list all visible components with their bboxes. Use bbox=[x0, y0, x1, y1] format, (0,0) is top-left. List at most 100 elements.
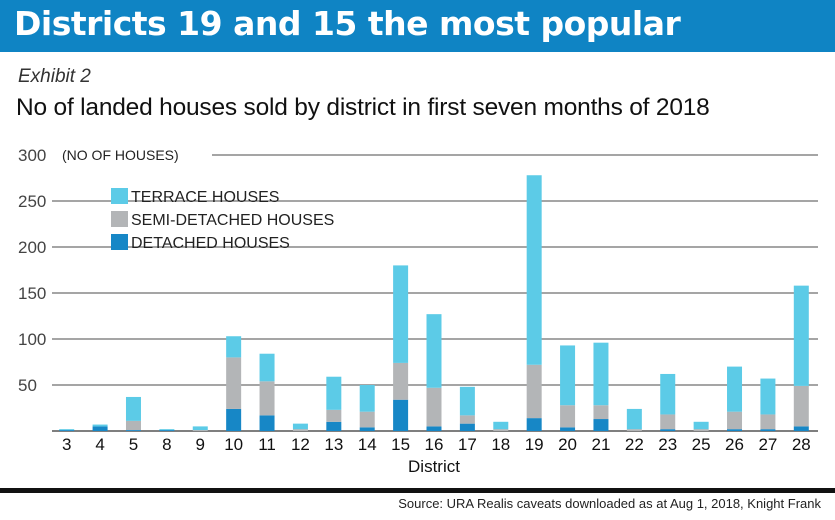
bar-terrace-houses-21 bbox=[593, 342, 609, 406]
y-tick-label: 50 bbox=[18, 376, 37, 395]
x-tick-label: 25 bbox=[692, 435, 711, 454]
footer-rule bbox=[0, 488, 835, 493]
bar-detached-houses-5 bbox=[125, 430, 141, 431]
bar-detached-houses-20 bbox=[560, 427, 576, 431]
x-axis-label: District bbox=[408, 457, 460, 476]
bar-semi-detached-houses-26 bbox=[727, 411, 743, 430]
x-tick-label: 13 bbox=[324, 435, 343, 454]
bar-detached-houses-19 bbox=[526, 418, 542, 431]
x-tick-label: 26 bbox=[725, 435, 744, 454]
y-tick-label: 300 bbox=[18, 146, 46, 165]
x-tick-label: 8 bbox=[162, 435, 171, 454]
bar-detached-houses-11 bbox=[259, 415, 275, 431]
bar-semi-detached-houses-18 bbox=[493, 429, 509, 431]
x-tick-label: 9 bbox=[196, 435, 205, 454]
bar-terrace-houses-12 bbox=[292, 423, 308, 430]
bar-semi-detached-houses-5 bbox=[125, 420, 141, 431]
bar-detached-houses-15 bbox=[393, 399, 409, 431]
bar-terrace-houses-15 bbox=[393, 265, 409, 363]
bar-semi-detached-houses-19 bbox=[526, 364, 542, 419]
legend-label: SEMI-DETACHED HOUSES bbox=[131, 212, 334, 229]
bar-semi-detached-houses-13 bbox=[326, 409, 342, 422]
bar-terrace-houses-11 bbox=[259, 353, 275, 382]
x-tick-label: 3 bbox=[62, 435, 71, 454]
x-tick-label: 28 bbox=[792, 435, 811, 454]
x-tick-label: 20 bbox=[558, 435, 577, 454]
bar-semi-detached-houses-16 bbox=[426, 387, 442, 427]
bar-detached-houses-10 bbox=[226, 408, 242, 431]
legend-label: TERRACE HOUSES bbox=[131, 189, 279, 206]
bar-terrace-houses-19 bbox=[526, 175, 542, 365]
bar-semi-detached-houses-9 bbox=[192, 430, 208, 431]
x-tick-label: 21 bbox=[591, 435, 610, 454]
x-tick-label: 16 bbox=[425, 435, 444, 454]
y-tick-label: 100 bbox=[18, 330, 46, 349]
y-tick-label: 250 bbox=[18, 192, 46, 211]
bar-terrace-houses-16 bbox=[426, 314, 442, 388]
bar-detached-houses-8 bbox=[159, 430, 175, 431]
bar-semi-detached-houses-22 bbox=[626, 429, 642, 431]
x-tick-label: 22 bbox=[625, 435, 644, 454]
bar-terrace-houses-26 bbox=[727, 366, 743, 412]
legend-label: DETACHED HOUSES bbox=[131, 235, 290, 252]
bar-semi-detached-houses-21 bbox=[593, 405, 609, 420]
exhibit-label: Exhibit 2 bbox=[18, 66, 91, 87]
bar-semi-detached-houses-15 bbox=[393, 362, 409, 400]
x-tick-label: 15 bbox=[391, 435, 410, 454]
x-tick-label: 5 bbox=[129, 435, 138, 454]
x-tick-label: 11 bbox=[258, 435, 276, 454]
bar-detached-houses-13 bbox=[326, 421, 342, 431]
header-banner: Districts 19 and 15 the most popular bbox=[0, 0, 835, 52]
bar-terrace-houses-8 bbox=[159, 429, 175, 431]
x-tick-label: 14 bbox=[358, 435, 377, 454]
bar-terrace-houses-10 bbox=[226, 336, 242, 358]
bar-detached-houses-27 bbox=[760, 429, 776, 431]
bar-terrace-houses-4 bbox=[92, 424, 108, 427]
legend-swatch bbox=[111, 211, 128, 227]
bar-semi-detached-houses-27 bbox=[760, 414, 776, 430]
source-note: Source: URA Realis caveats downloaded as… bbox=[398, 496, 821, 511]
bar-terrace-houses-27 bbox=[760, 378, 776, 415]
bar-terrace-houses-9 bbox=[192, 426, 208, 431]
bar-semi-detached-houses-28 bbox=[793, 385, 809, 427]
bar-semi-detached-houses-10 bbox=[226, 357, 242, 409]
bar-terrace-houses-3 bbox=[59, 429, 75, 431]
x-tick-label: 12 bbox=[291, 435, 310, 454]
bar-terrace-houses-18 bbox=[493, 421, 509, 430]
bar-semi-detached-houses-11 bbox=[259, 381, 275, 416]
banner-title: Districts 19 and 15 the most popular bbox=[14, 4, 681, 43]
x-tick-label: 27 bbox=[758, 435, 777, 454]
bar-terrace-houses-25 bbox=[693, 421, 709, 430]
bar-detached-houses-3 bbox=[59, 430, 75, 431]
bar-detached-houses-4 bbox=[92, 426, 108, 431]
bar-semi-detached-houses-20 bbox=[560, 405, 576, 428]
bar-terrace-houses-28 bbox=[793, 285, 809, 386]
bar-terrace-houses-14 bbox=[359, 385, 375, 412]
bar-semi-detached-houses-12 bbox=[292, 429, 308, 431]
bar-detached-houses-16 bbox=[426, 426, 442, 431]
x-tick-label: 23 bbox=[658, 435, 677, 454]
bar-terrace-houses-20 bbox=[560, 345, 576, 406]
bar-detached-houses-14 bbox=[359, 427, 375, 431]
bar-semi-detached-houses-14 bbox=[359, 411, 375, 428]
bar-detached-houses-17 bbox=[459, 423, 475, 431]
x-tick-label: 10 bbox=[224, 435, 243, 454]
bar-terrace-houses-23 bbox=[660, 373, 676, 415]
legend-swatch bbox=[111, 234, 128, 250]
bar-terrace-houses-17 bbox=[459, 386, 475, 416]
bar-detached-houses-28 bbox=[793, 426, 809, 431]
legend-swatch bbox=[111, 188, 128, 204]
x-tick-label: 4 bbox=[95, 435, 104, 454]
y-tick-label: 200 bbox=[18, 238, 46, 257]
bar-terrace-houses-22 bbox=[626, 408, 642, 430]
chart-title: No of landed houses sold by district in … bbox=[16, 94, 710, 121]
bar-terrace-houses-5 bbox=[125, 396, 141, 421]
bar-semi-detached-houses-23 bbox=[660, 414, 676, 430]
bar-semi-detached-houses-25 bbox=[693, 429, 709, 431]
y-axis-label: (NO OF HOUSES) bbox=[62, 147, 179, 163]
y-tick-label: 150 bbox=[18, 284, 46, 303]
bar-chart: 50 100 150 200 250 300 (NO OF HOUSES) 3 4 5 8 9 10 11… bbox=[18, 146, 818, 476]
bar-terrace-houses-13 bbox=[326, 376, 342, 410]
x-tick-label: 18 bbox=[491, 435, 510, 454]
bar-detached-houses-21 bbox=[593, 419, 609, 431]
